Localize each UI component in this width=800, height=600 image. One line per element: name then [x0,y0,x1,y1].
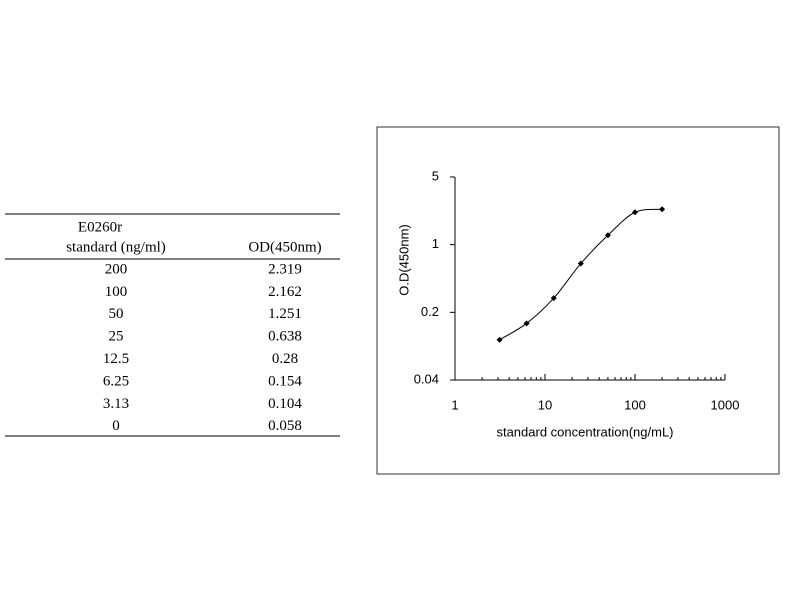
table-title: E0260r [78,219,122,235]
table-cell: 0.28 [272,351,298,367]
point [523,320,530,327]
x-tick-label: 100 [624,397,646,412]
table-cell: 0.058 [268,418,302,434]
x-tick-label: 10 [538,397,552,412]
table-cell: 200 [105,261,128,277]
table-cell: 3.13 [103,396,129,412]
table-cell: 12.5 [103,351,129,367]
y-tick-label: 0.2 [421,304,439,319]
point [496,336,503,343]
table-cell: 2.162 [268,284,302,300]
y-tick-label: 1 [432,236,439,251]
point [577,260,584,267]
point [659,206,666,213]
curve [499,208,663,341]
table-cell: 0.154 [268,373,302,389]
x-axis-label: standard concentration(ng/mL) [496,424,673,439]
x-tick-label: 1000 [711,397,740,412]
table-cell: 2.319 [268,261,302,277]
y-tick-label: 5 [432,168,439,183]
table-cell: 0.104 [268,396,302,412]
x-tick-label: 1 [451,397,458,412]
y-axis-label: O.D(450nm) [396,224,411,296]
y-tick-label: 0.04 [414,371,439,386]
table-cell: 50 [109,306,124,322]
table-cell: 1.251 [268,306,302,322]
column-header: OD(450nm) [248,239,321,255]
column-header: standard (ng/ml) [66,239,166,255]
point [632,209,638,216]
point [550,295,557,302]
table-cell: 100 [105,284,128,300]
table-cell: 0 [112,418,120,434]
table-cell: 25 [109,329,124,345]
chart-frame [376,126,780,475]
point [604,232,611,239]
table-cell: 0.638 [268,329,302,345]
table-cell: 6.25 [103,373,129,389]
